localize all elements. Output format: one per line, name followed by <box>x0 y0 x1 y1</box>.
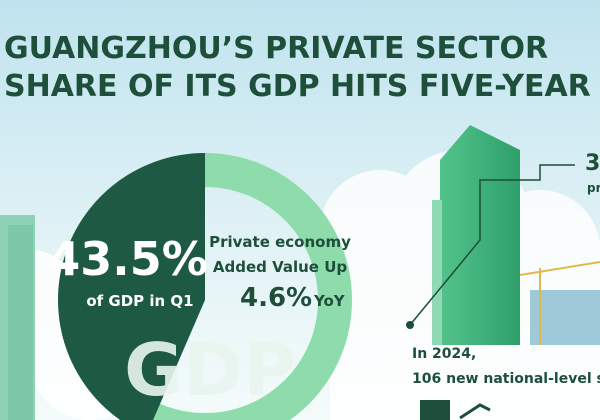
watermark: GDP <box>124 328 296 412</box>
buildings-left <box>0 215 35 420</box>
title-line: GUANGZHOU’S PRIVATE SECTOR <box>4 31 548 66</box>
growth-unit: YoY <box>313 292 346 310</box>
share-label: 43.5% <box>48 232 208 286</box>
share-caption: of GDP in Q1 <box>86 292 193 310</box>
side-number: 3 <box>585 151 600 176</box>
bottom-icons <box>420 400 491 420</box>
growth-line: Added Value Up <box>213 258 348 276</box>
side-text: pr <box>587 181 600 195</box>
tower <box>406 125 600 345</box>
enterprise-year: In 2024, <box>412 346 476 362</box>
enterprise-text: 106 new national-level special <box>412 371 600 387</box>
growth-line: Private economy <box>209 233 351 251</box>
growth-value: 4.6% <box>240 283 312 313</box>
share-wedge <box>57 153 205 420</box>
title-line: SHARE OF ITS GDP HITS FIVE-YEAR HIGH <box>4 69 600 104</box>
